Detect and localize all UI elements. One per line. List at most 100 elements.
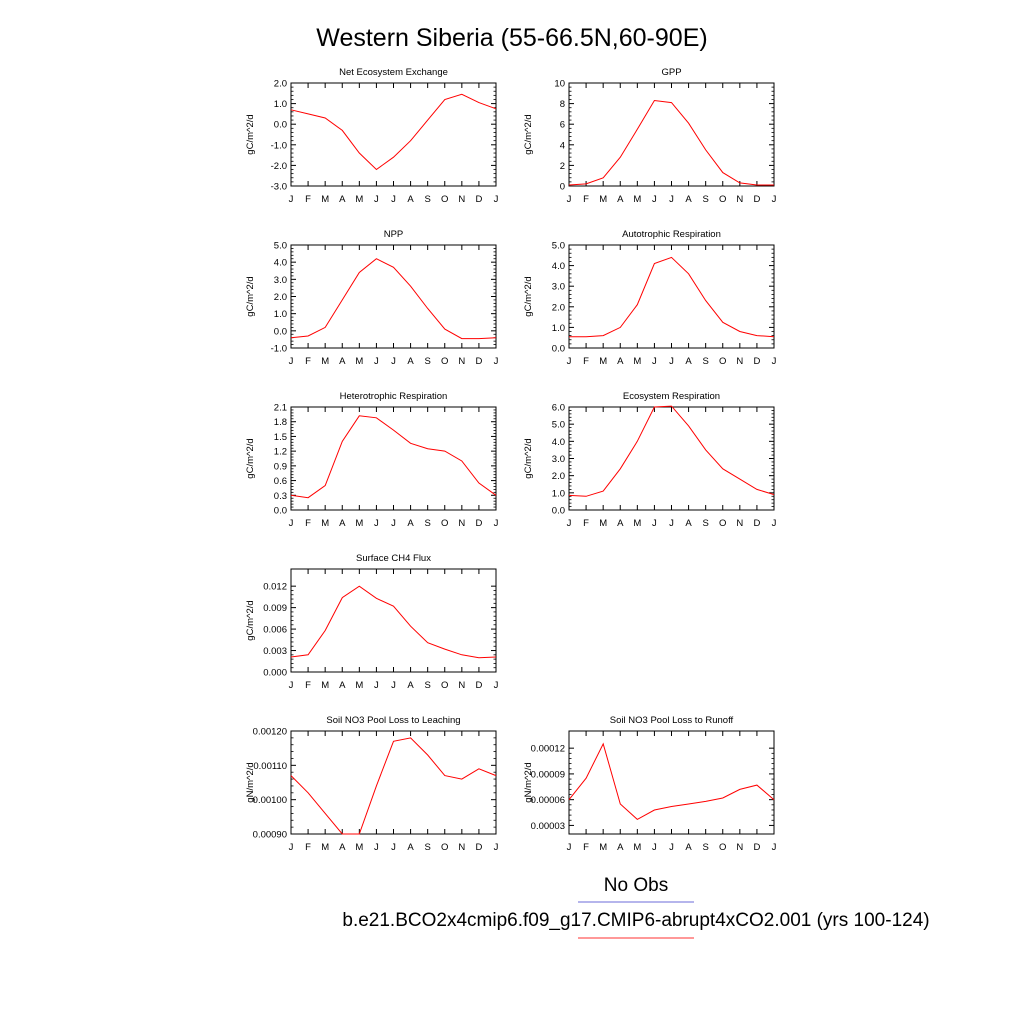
- x-tick-label: F: [583, 842, 589, 853]
- y-tick-label: -1.0: [271, 344, 287, 355]
- y-axis-label: gC/m^2/d: [523, 276, 534, 316]
- x-tick-label: N: [736, 356, 743, 367]
- x-tick-label: A: [407, 842, 414, 853]
- plot-frame: [290, 730, 497, 835]
- y-tick-label: 2.1: [274, 403, 287, 414]
- y-tick-label: 2.0: [274, 292, 287, 303]
- x-tick-label: A: [685, 842, 692, 853]
- series-line: [568, 742, 775, 821]
- x-tick-label: A: [339, 518, 346, 529]
- x-tick-label: M: [321, 356, 329, 367]
- y-tick-label: 3.0: [552, 282, 565, 293]
- y-tick-label: 0.0: [552, 506, 565, 517]
- plot-frame: [290, 406, 497, 511]
- x-tick-label: J: [289, 842, 294, 853]
- y-axis-label: gC/m^2/d: [523, 114, 534, 154]
- x-tick-label: O: [719, 518, 726, 529]
- x-tick-label: O: [441, 356, 448, 367]
- x-tick-label: M: [355, 356, 363, 367]
- x-tick-label: F: [305, 194, 311, 205]
- y-tick-label: 0.00012: [531, 744, 565, 755]
- y-tick-label: 8: [560, 99, 565, 110]
- x-tick-label: F: [583, 194, 589, 205]
- legend-model-label: b.e21.BCO2x4cmip6.f09_g17.CMIP6-abrupt4x…: [342, 910, 929, 931]
- x-tick-label: A: [339, 842, 346, 853]
- x-tick-label: A: [617, 518, 624, 529]
- y-tick-label: 0.00003: [531, 821, 565, 832]
- y-tick-label: 6.0: [552, 403, 565, 414]
- x-tick-label: D: [475, 842, 482, 853]
- y-tick-label: 3.0: [552, 454, 565, 465]
- x-tick-label: J: [289, 680, 294, 691]
- y-tick-label: 2.0: [274, 79, 287, 90]
- x-tick-label: J: [374, 194, 379, 205]
- y-tick-label: 2.0: [552, 302, 565, 313]
- y-tick-label: 5.0: [274, 241, 287, 252]
- x-tick-label: J: [391, 842, 396, 853]
- x-tick-label: A: [339, 680, 346, 691]
- x-tick-label: J: [669, 518, 674, 529]
- x-tick-label: S: [702, 356, 708, 367]
- x-tick-label: F: [305, 518, 311, 529]
- x-tick-label: N: [736, 518, 743, 529]
- plot-frame: [568, 730, 775, 835]
- y-tick-label: 0.00090: [253, 830, 287, 841]
- x-tick-label: D: [475, 194, 482, 205]
- x-tick-label: J: [772, 356, 777, 367]
- x-tick-label: D: [753, 842, 760, 853]
- x-tick-label: M: [599, 356, 607, 367]
- plot-frame: [290, 244, 497, 349]
- x-tick-label: N: [458, 356, 465, 367]
- y-tick-label: 1.0: [274, 99, 287, 110]
- x-tick-label: M: [321, 518, 329, 529]
- y-tick-label: -1.0: [271, 140, 287, 151]
- x-tick-label: N: [458, 194, 465, 205]
- x-tick-label: A: [685, 518, 692, 529]
- x-tick-label: J: [772, 194, 777, 205]
- x-tick-label: J: [669, 356, 674, 367]
- y-axis-label: gC/m^2/d: [245, 276, 256, 316]
- y-tick-label: 1.0: [552, 488, 565, 499]
- x-tick-label: A: [339, 194, 346, 205]
- panel-title: Autotrophic Respiration: [622, 229, 721, 240]
- x-tick-label: O: [719, 356, 726, 367]
- x-tick-label: D: [475, 356, 482, 367]
- y-tick-label: 0.6: [274, 476, 287, 487]
- x-tick-label: M: [599, 194, 607, 205]
- x-tick-label: F: [583, 356, 589, 367]
- panel-4: Autotrophic Respiration 0.0 1.0 2.0 3.0 4.0 5.…: [523, 229, 777, 367]
- x-tick-label: S: [702, 842, 708, 853]
- x-tick-label: M: [355, 842, 363, 853]
- y-tick-label: 2.0: [552, 471, 565, 482]
- x-tick-label: A: [407, 356, 414, 367]
- x-tick-label: D: [753, 194, 760, 205]
- y-tick-label: 0.012: [263, 582, 287, 593]
- series-line: [290, 415, 497, 499]
- x-tick-label: S: [424, 680, 430, 691]
- x-tick-label: J: [391, 680, 396, 691]
- panel-9: Soil NO3 Pool Loss to Runoff 0.00003 0.000…: [523, 715, 777, 853]
- plot-frame: [290, 568, 497, 673]
- y-tick-label: 0.009: [263, 603, 287, 614]
- x-tick-label: J: [652, 518, 657, 529]
- series-line: [568, 405, 775, 497]
- y-tick-label: 0.00110: [253, 761, 287, 772]
- y-tick-label: 0: [560, 182, 565, 193]
- y-tick-label: 0.0: [274, 326, 287, 337]
- panel-6: Ecosystem Respiration 0.0 1.0 2.0 3.0 4.0 5.0 6…: [523, 391, 777, 529]
- plot-frame: [290, 82, 497, 187]
- panel-7: Surface CH4 Flux 0.000 0.003 0.006 0.009 0.01…: [245, 553, 499, 691]
- x-tick-label: S: [424, 194, 430, 205]
- y-axis-label: gC/m^2/d: [245, 600, 256, 640]
- y-tick-label: 1.2: [274, 447, 287, 458]
- panel-3: NPP-1.00.01.02.03.04.05.0J F M A M J J A S O N D JgC…: [245, 229, 499, 367]
- y-tick-label: 1.5: [274, 432, 287, 443]
- x-tick-label: O: [719, 194, 726, 205]
- x-tick-label: J: [494, 842, 499, 853]
- panel-title: NPP: [384, 229, 404, 240]
- y-tick-label: 1.8: [274, 417, 287, 428]
- x-tick-label: A: [407, 194, 414, 205]
- x-tick-label: A: [685, 194, 692, 205]
- x-tick-label: M: [599, 842, 607, 853]
- series-line: [290, 258, 497, 340]
